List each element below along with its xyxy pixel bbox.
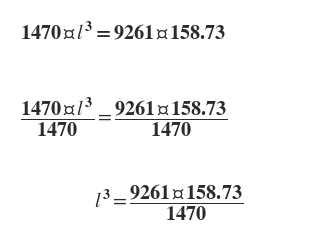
Text: $\dfrac{\mathbf{1470 \cdot \mathit{l}^3}}{\mathbf{1470}} = \dfrac{\mathbf{9261 \: $\dfrac{\mathbf{1470 \cdot \mathit{l}^3}… <box>20 96 227 139</box>
Text: $\mathbf{\mathit{l}^3} = \dfrac{\mathbf{9261 \cdot 158.73}}{\mathbf{1470}}$: $\mathbf{\mathit{l}^3} = \dfrac{\mathbf{… <box>95 183 243 223</box>
Text: $\mathbf{1470 \cdot \mathit{l}^3 = 9261 \cdot 158.73}$: $\mathbf{1470 \cdot \mathit{l}^3 = 9261 … <box>20 21 226 43</box>
